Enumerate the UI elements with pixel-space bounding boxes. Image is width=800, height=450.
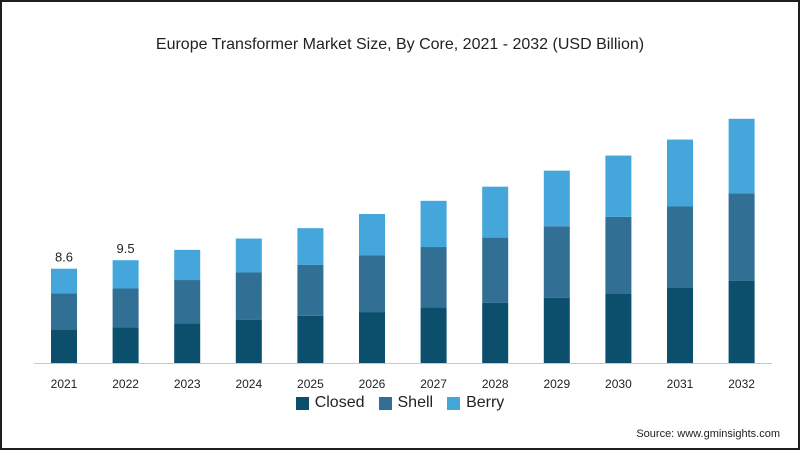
bar-closed-2030 bbox=[605, 293, 632, 363]
x-tick-label-2027: 2027 bbox=[420, 377, 447, 391]
bar-shell-2025 bbox=[297, 264, 324, 316]
x-tick-label-2028: 2028 bbox=[482, 377, 509, 391]
legend-swatch-closed bbox=[295, 396, 309, 410]
bar-berry-2027 bbox=[420, 200, 447, 248]
bar-closed-2021 bbox=[51, 330, 77, 363]
data-label-2022: 9.5 bbox=[117, 241, 135, 256]
x-tick-label-2024: 2024 bbox=[235, 377, 262, 391]
legend-swatch-berry bbox=[447, 396, 461, 410]
x-tick-label-2023: 2023 bbox=[174, 377, 201, 391]
legend-swatch-shell bbox=[378, 396, 392, 410]
bar-closed-2027 bbox=[420, 307, 447, 363]
source-note: Source: www.gminsights.com bbox=[636, 428, 780, 440]
bar-closed-2025 bbox=[297, 315, 324, 363]
bar-shell-2021 bbox=[51, 293, 77, 330]
bar-berry-2029 bbox=[543, 170, 570, 227]
bar-closed-2028 bbox=[482, 302, 509, 363]
bar-closed-2022 bbox=[112, 327, 139, 363]
x-tick-label-2021: 2021 bbox=[51, 377, 78, 391]
bar-closed-2032 bbox=[728, 280, 755, 363]
legend-item-closed: Closed bbox=[295, 394, 365, 412]
legend-item-berry: Berry bbox=[447, 394, 504, 412]
bar-shell-2032 bbox=[728, 193, 755, 281]
bar-closed-2026 bbox=[359, 312, 385, 363]
bar-berry-2022 bbox=[112, 260, 139, 289]
bar-closed-2024 bbox=[235, 319, 262, 363]
bar-shell-2028 bbox=[482, 237, 509, 303]
bar-closed-2031 bbox=[667, 287, 693, 363]
x-tick-label-2025: 2025 bbox=[297, 377, 324, 391]
bar-berry-2021 bbox=[51, 268, 77, 294]
legend-label-berry: Berry bbox=[466, 394, 505, 411]
bar-shell-2024 bbox=[235, 272, 262, 320]
bar-closed-2023 bbox=[174, 323, 201, 363]
x-tick-label-2031: 2031 bbox=[667, 377, 694, 391]
bar-shell-2027 bbox=[420, 247, 447, 308]
bar-closed-2029 bbox=[543, 297, 570, 363]
bar-berry-2023 bbox=[174, 249, 201, 281]
legend: Closed Shell Berry bbox=[2, 394, 798, 412]
bar-berry-2032 bbox=[728, 118, 755, 194]
chart-title: Europe Transformer Market Size, By Core,… bbox=[155, 36, 645, 53]
bar-shell-2030 bbox=[605, 216, 632, 294]
bar-berry-2030 bbox=[605, 155, 632, 217]
bar-shell-2029 bbox=[543, 226, 570, 298]
legend-label-closed: Closed bbox=[314, 394, 365, 411]
legend-item-shell: Shell bbox=[378, 394, 434, 412]
bar-berry-2024 bbox=[235, 238, 262, 273]
bar-berry-2028 bbox=[482, 186, 509, 238]
bar-berry-2025 bbox=[297, 228, 324, 265]
bar-berry-2026 bbox=[359, 214, 385, 256]
x-tick-label-2029: 2029 bbox=[543, 377, 570, 391]
bar-shell-2026 bbox=[359, 255, 385, 313]
bar-shell-2023 bbox=[174, 280, 201, 324]
data-label-2021: 8.6 bbox=[55, 250, 73, 265]
x-tick-label-2022: 2022 bbox=[112, 377, 139, 391]
bar-shell-2031 bbox=[667, 206, 693, 288]
bar-berry-2031 bbox=[667, 139, 693, 207]
x-tick-label-2032: 2032 bbox=[728, 377, 755, 391]
bar-shell-2022 bbox=[112, 288, 139, 328]
x-tick-label-2030: 2030 bbox=[605, 377, 632, 391]
x-tick-label-2026: 2026 bbox=[359, 377, 386, 391]
legend-label-shell: Shell bbox=[397, 394, 434, 411]
